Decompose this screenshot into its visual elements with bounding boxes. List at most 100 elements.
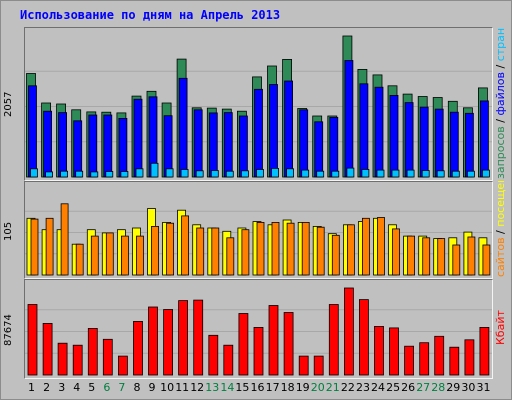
sites-bar-day-20 [316, 226, 325, 276]
files-bar-day-19 [299, 109, 309, 178]
pages-bar-day-8 [135, 168, 144, 178]
kbytes-bar-day-16 [253, 327, 264, 376]
x-label-day-4: 4 [73, 381, 80, 394]
sites-bar-day-6 [105, 232, 114, 276]
kbytes-bar-day-8 [133, 321, 143, 376]
sites-bar-day-15 [241, 229, 250, 276]
sites-bar-day-23 [361, 217, 370, 276]
kbytes-chart [25, 287, 492, 376]
sites-bar-day-7 [121, 235, 129, 276]
sites-bar-day-12 [196, 227, 205, 276]
top-legend-part-1: / [494, 115, 507, 127]
files-bar-day-16 [254, 88, 263, 178]
middle-ymax-label: 105 [3, 184, 23, 279]
x-label-day-20: 20 [311, 381, 325, 394]
x-label-day-25: 25 [386, 381, 400, 394]
kbytes-bar-day-12 [193, 299, 204, 376]
pages-bar-day-1 [30, 168, 38, 178]
hits-files-pages-chart [25, 35, 492, 178]
pages-bar-day-18 [286, 168, 295, 178]
top-ymax-value: 2057 [3, 91, 14, 118]
pages-bar-day-17 [271, 167, 279, 178]
files-bar-day-4 [73, 120, 83, 178]
files-bar-day-29 [449, 111, 459, 178]
x-axis-day-labels: 1 2 3 4 5 6 7 8 9 10 11 12 13 14 15 16 17 18 19 20 21 22 23 24 2… [28, 381, 491, 394]
sites-bar-day-31 [482, 244, 491, 276]
sites-bar-day-2 [45, 217, 54, 276]
hits-files-pages-legend: запросов / файлов / страниц [494, 27, 510, 179]
x-label-day-10: 10 [160, 381, 174, 394]
pages-bar-day-21 [331, 170, 340, 178]
sites-bar-day-8 [136, 235, 144, 276]
kbytes-bar-day-5 [87, 328, 98, 376]
kbytes-legend: Кбайт [494, 279, 510, 377]
kbytes-bar-day-26 [404, 345, 415, 376]
files-bar-day-31 [479, 100, 489, 178]
kbytes-bar-day-28 [434, 335, 445, 376]
kbytes-bar-day-3 [57, 342, 68, 376]
bottom-ymax-value: 87674 [3, 314, 14, 346]
pages-bar-day-24 [376, 169, 385, 178]
visits-sites-panel [24, 181, 493, 279]
pages-bar-day-30 [466, 170, 475, 178]
files-bar-day-2 [43, 110, 53, 178]
files-bar-day-7 [118, 118, 128, 178]
sites-bar-day-3 [60, 203, 69, 276]
pages-bar-day-15 [240, 170, 249, 178]
bottom-legend-part-0: Кбайт [494, 310, 507, 346]
kbytes-bar-day-15 [238, 313, 249, 376]
sites-bar-day-1 [30, 218, 39, 276]
x-label-day-18: 18 [281, 381, 295, 394]
files-bar-day-20 [314, 121, 324, 178]
x-label-day-14: 14 [220, 381, 234, 394]
x-label-day-23: 23 [356, 381, 370, 394]
top-legend-part-4: страниц [494, 27, 507, 62]
x-label-day-24: 24 [371, 381, 385, 394]
sites-bar-day-30 [467, 236, 476, 276]
hits-files-pages-panel [24, 27, 493, 181]
sites-bar-day-29 [452, 244, 461, 276]
files-bar-day-3 [58, 112, 67, 178]
sites-bar-day-17 [271, 222, 280, 276]
kbytes-bar-day-9 [148, 306, 158, 376]
pages-bar-day-27 [421, 170, 430, 178]
middle-legend-part-1: / [494, 226, 507, 238]
pages-bar-day-7 [120, 171, 129, 178]
kbytes-bar-day-22 [343, 287, 354, 376]
kbytes-bar-day-27 [419, 342, 430, 376]
files-bar-day-17 [269, 84, 278, 178]
x-label-day-5: 5 [88, 381, 95, 394]
pages-bar-day-31 [481, 169, 490, 178]
pages-bar-day-22 [346, 167, 355, 178]
bottom-ymax-label: 87674 [3, 284, 23, 376]
pages-bar-day-26 [406, 169, 415, 178]
files-bar-day-30 [464, 112, 474, 178]
sites-bar-day-5 [90, 235, 99, 276]
pages-bar-day-19 [301, 169, 310, 178]
sites-bar-day-28 [437, 238, 446, 276]
pages-bar-day-10 [165, 168, 174, 178]
sites-bar-day-10 [166, 222, 175, 276]
files-bar-day-11 [178, 77, 188, 178]
kbytes-bar-day-18 [283, 312, 294, 376]
kbytes-bar-day-20 [313, 355, 324, 376]
middle-legend-part-0: сайтов [494, 237, 507, 277]
kbytes-bar-day-17 [268, 305, 279, 376]
kbytes-bar-day-31 [479, 327, 490, 376]
sites-bar-day-27 [422, 237, 431, 276]
kbytes-bar-day-21 [328, 304, 339, 376]
files-bar-day-27 [419, 106, 429, 178]
pages-bar-day-28 [436, 170, 445, 178]
files-bar-day-24 [374, 86, 384, 178]
pages-bar-day-14 [225, 170, 234, 178]
x-label-day-2: 2 [43, 381, 50, 394]
x-label-day-6: 6 [103, 381, 110, 394]
kbytes-bar-day-23 [358, 299, 369, 376]
x-label-day-8: 8 [134, 381, 141, 394]
x-label-day-28: 28 [431, 381, 445, 394]
files-bar-day-22 [344, 60, 354, 178]
kbytes-bar-day-29 [449, 346, 460, 376]
x-label-day-26: 26 [401, 381, 415, 394]
sites-bar-day-9 [151, 226, 159, 276]
middle-ymax-value: 105 [3, 221, 14, 242]
